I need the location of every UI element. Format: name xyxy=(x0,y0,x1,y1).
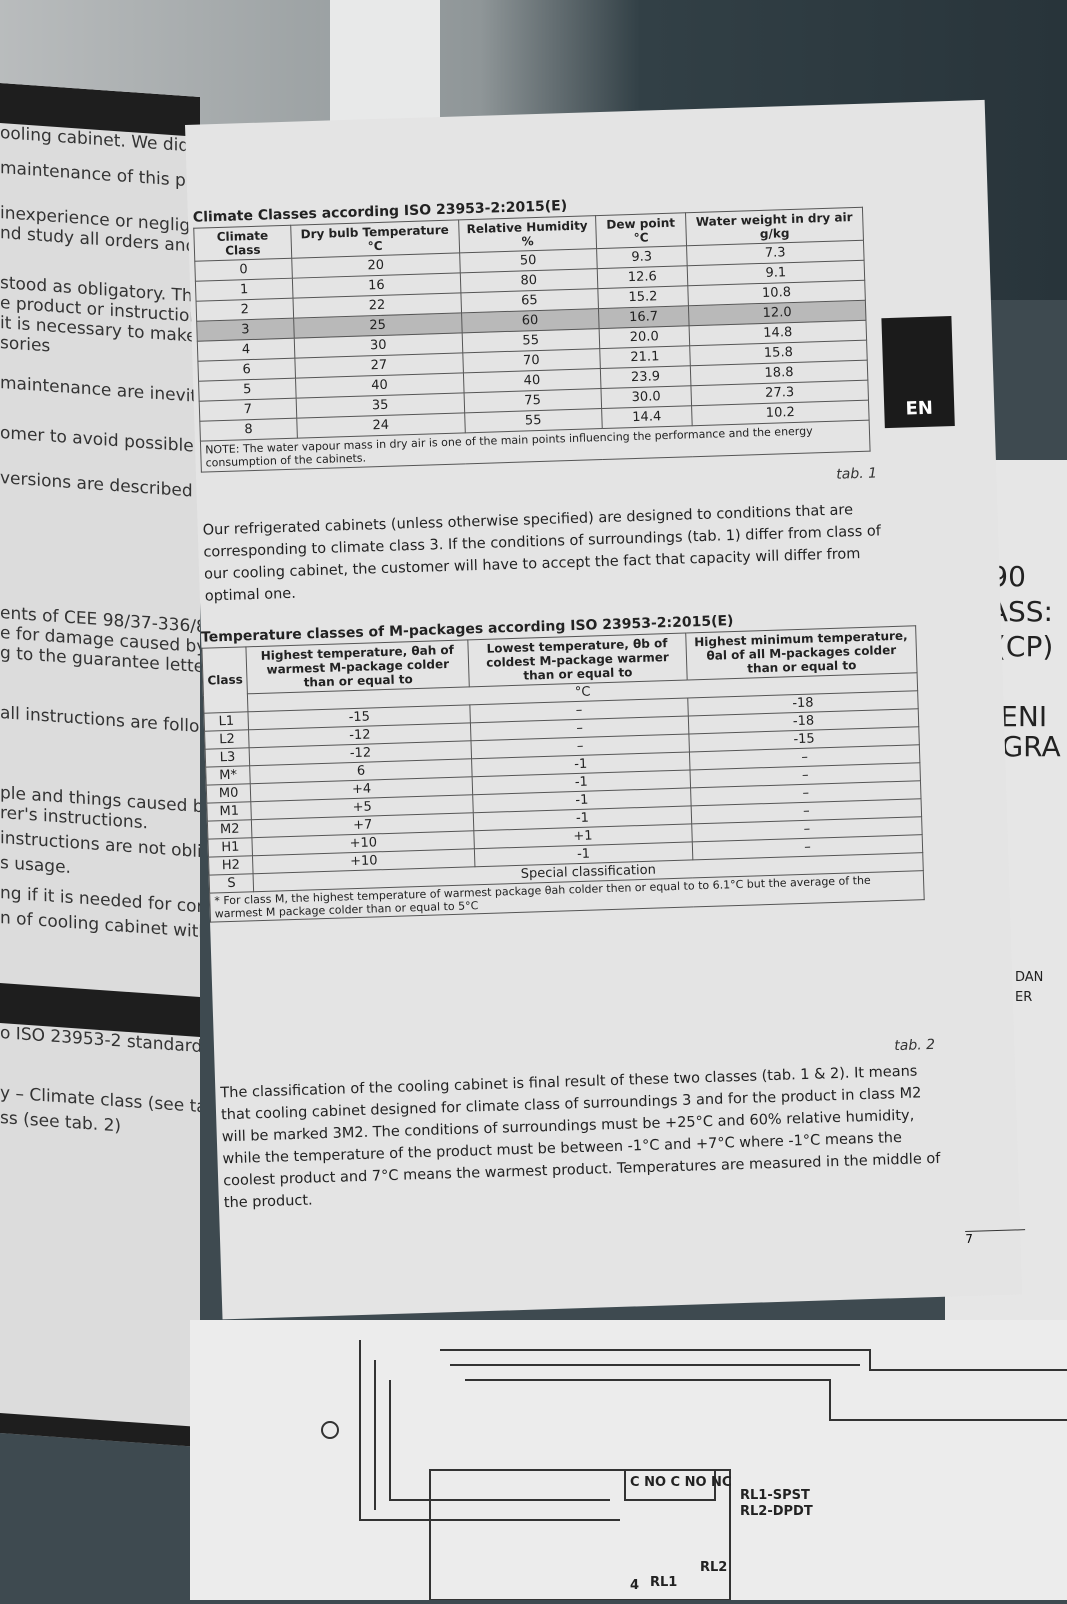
temperature-classes-table: Temperature classes of M-packages accord… xyxy=(201,607,925,923)
table1-cell: 30.0 xyxy=(600,385,692,409)
contacts-label: C NO C NO NC xyxy=(630,1475,732,1490)
manual-page: EN Climate Classes according ISO 23953-2… xyxy=(185,99,1026,1320)
terminal-number: 4 xyxy=(630,1578,640,1593)
table1-header: Water weight in dry air g/kg xyxy=(685,207,864,246)
table2-header: Lowest temperature, θb of coldest M-pack… xyxy=(467,633,688,687)
table2-label: tab. 2 xyxy=(894,1036,936,1055)
wiring-lines xyxy=(321,1340,1067,1601)
black-band xyxy=(0,1413,200,1447)
left-page-line: sories xyxy=(0,333,51,357)
language-tab: EN xyxy=(881,316,955,429)
table1-header: Relative Humidity % xyxy=(458,215,597,253)
relay-label-1: RL1-SPST xyxy=(740,1488,810,1503)
left-page-line: ss (see tab. 2) xyxy=(0,1108,122,1137)
paragraph-classification: The classification of the cooling cabine… xyxy=(220,1063,941,1212)
table2-cell: L2 xyxy=(204,729,250,750)
climate-classes-table: Climate Classes according ISO 23953-2:20… xyxy=(193,189,871,473)
left-page: ny possible damage that cooling cabinet.… xyxy=(0,83,200,1447)
table1-header: Dew point °C xyxy=(595,212,687,249)
left-page-line: maintenance of this produ xyxy=(0,158,200,194)
table2-cell: H1 xyxy=(207,837,253,858)
wiring-diagram: C NO C NO NC RL1-SPST RL2-DPDT RL1 RL2 4 xyxy=(190,1320,1067,1601)
relay-rl2: RL2 xyxy=(700,1560,728,1575)
right-page-text: DAN xyxy=(1015,970,1044,985)
table2-header: Class xyxy=(201,646,249,714)
table1-header: Climate Class xyxy=(193,225,292,262)
left-page-line: versions are described in de xyxy=(0,468,200,505)
left-page-line: maintenance are inevitable xyxy=(0,373,200,410)
relay-label-2: RL2-DPDT xyxy=(740,1504,813,1519)
ground-icon xyxy=(321,1421,339,1439)
table2-cell: H2 xyxy=(208,855,254,876)
table1-label: tab. 1 xyxy=(836,465,878,483)
table2-cell: M0 xyxy=(206,783,252,804)
table2-cell: L3 xyxy=(205,747,250,768)
table1-header: Dry bulb Temperature °C xyxy=(290,219,460,259)
table2-cell: L1 xyxy=(203,711,249,732)
table1-cell: 21.1 xyxy=(599,345,691,369)
table2-cell: M1 xyxy=(206,801,252,822)
table2-header: Highest temperature, θah of warmest M-pa… xyxy=(246,639,470,694)
table2-header: Highest minimum temperature, θal of all … xyxy=(685,625,918,681)
table2-cell: M* xyxy=(205,765,251,786)
left-page-line: omer to avoid possible dam xyxy=(0,423,200,460)
table2-cell: M2 xyxy=(207,819,253,840)
left-page-line: all instructions are followe xyxy=(0,703,200,739)
relay-rl1: RL1 xyxy=(650,1575,678,1590)
paragraph-climate: Our refrigerated cabinets (unless otherw… xyxy=(202,502,882,605)
page-number: 7 xyxy=(965,1229,1026,1247)
left-page-line: s usage. xyxy=(0,853,71,878)
table2-cell: S xyxy=(209,873,254,894)
right-page-text: ER xyxy=(1015,990,1033,1005)
table1-cell: 15.2 xyxy=(597,285,689,309)
